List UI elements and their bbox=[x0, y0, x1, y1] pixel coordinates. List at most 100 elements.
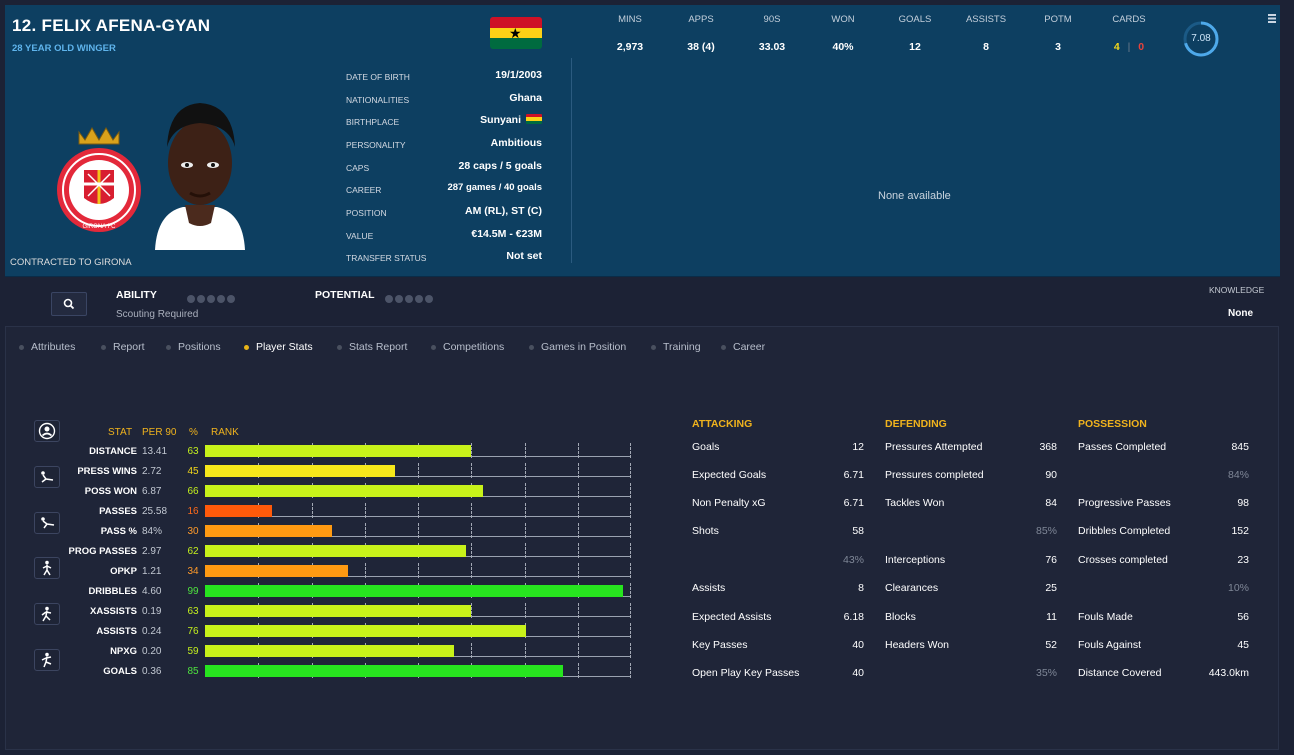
flag-star-icon: ★ bbox=[509, 25, 522, 41]
bar[interactable] bbox=[205, 485, 484, 497]
bar-pct-value: 45 bbox=[187, 466, 199, 477]
tab-training[interactable]: Training bbox=[651, 341, 701, 353]
bar-gridline bbox=[525, 523, 526, 538]
potential-stars bbox=[385, 290, 435, 308]
player-name[interactable]: 12. FELIX AFENA-GYAN bbox=[12, 16, 211, 35]
bar[interactable] bbox=[205, 625, 526, 637]
tab-career[interactable]: Career bbox=[720, 341, 766, 353]
bar-gridline bbox=[471, 563, 472, 578]
bar[interactable] bbox=[205, 465, 395, 477]
stat-label: Pressures Attempted bbox=[885, 441, 983, 453]
shoot-icon[interactable] bbox=[34, 649, 60, 671]
slide-tackle-icon[interactable] bbox=[34, 512, 60, 534]
attacking-row: Expected Assists 6.18 bbox=[692, 611, 864, 631]
info-label: BIRTHPLACE bbox=[346, 117, 400, 127]
stat-value: 98 bbox=[1237, 497, 1249, 509]
tab-attributes[interactable]: Attributes bbox=[18, 341, 76, 353]
bar-label: PASS % bbox=[100, 526, 137, 537]
menu-icon[interactable] bbox=[1268, 10, 1276, 23]
bar-gridline bbox=[471, 643, 472, 658]
info-row-personality: PERSONALITY Ambitious bbox=[346, 136, 542, 156]
bar[interactable] bbox=[205, 445, 471, 457]
bar-per90-value: 1.21 bbox=[142, 566, 162, 577]
bar-gridline bbox=[525, 543, 526, 558]
stat-value: 33.03 bbox=[758, 41, 786, 53]
bar[interactable] bbox=[205, 645, 454, 657]
stat-value: 6.71 bbox=[843, 497, 864, 509]
bar[interactable] bbox=[205, 545, 467, 557]
bar-per90-value: 2.72 bbox=[142, 466, 162, 477]
stat-header: CARDS bbox=[1112, 14, 1146, 25]
bar-gridline bbox=[525, 443, 526, 458]
yellow-cards: 4 bbox=[1113, 41, 1120, 53]
bar-pct-value: 99 bbox=[187, 586, 199, 597]
tab-stats-report[interactable]: Stats Report bbox=[336, 341, 408, 353]
stat-label: Tackles Won bbox=[885, 497, 945, 509]
search-button[interactable] bbox=[51, 292, 87, 316]
stat-label: Expected Assists bbox=[692, 611, 772, 623]
defending-row: Headers Won 52 bbox=[885, 639, 1057, 659]
stat-label: Assists bbox=[692, 582, 726, 594]
knowledge-value: None bbox=[1228, 308, 1253, 319]
bar-gridline bbox=[630, 443, 631, 458]
tab-report[interactable]: Report bbox=[101, 341, 145, 353]
contract-status[interactable]: CONTRACTED TO GIRONA bbox=[10, 257, 132, 268]
info-value[interactable]: Sunyani bbox=[480, 114, 521, 126]
bar[interactable] bbox=[205, 585, 623, 597]
info-label: DATE OF BIRTH bbox=[346, 72, 410, 82]
bar-pct-value: 62 bbox=[187, 546, 199, 557]
stat-value: 11 bbox=[1046, 611, 1057, 623]
bar-gridline bbox=[578, 483, 579, 498]
bar[interactable] bbox=[205, 605, 471, 617]
red-cards: 0 bbox=[1138, 41, 1145, 53]
profile-icon[interactable] bbox=[34, 420, 60, 442]
bar-track bbox=[205, 503, 631, 518]
bar-pct-value: 34 bbox=[187, 566, 199, 577]
stat-value: 845 bbox=[1231, 441, 1249, 453]
stat-potm: POTM 3 bbox=[1023, 14, 1093, 53]
stat-won: WON 40% bbox=[808, 14, 878, 53]
stats-panel bbox=[5, 326, 1279, 750]
nation-flag-icon[interactable]: ★ bbox=[490, 17, 542, 49]
bar[interactable] bbox=[205, 525, 332, 537]
tab-games-in-position[interactable]: Games in Position bbox=[528, 341, 627, 353]
tackle-icon[interactable] bbox=[34, 466, 60, 488]
club-crest-text: GIRONA FC bbox=[82, 224, 116, 230]
stat-apps: APPS 38 (4) bbox=[666, 14, 736, 53]
bar-label: OPKP bbox=[110, 566, 137, 577]
dribble-icon[interactable] bbox=[34, 603, 60, 625]
bar[interactable] bbox=[205, 665, 564, 677]
stat-value: 8 bbox=[858, 582, 864, 594]
stat-value: 23 bbox=[1237, 554, 1249, 566]
stat-value: 3 bbox=[1055, 41, 1061, 53]
tab-competitions[interactable]: Competitions bbox=[430, 341, 505, 353]
club-crest-icon[interactable]: GIRONA FC bbox=[55, 124, 143, 232]
stat-value: 56 bbox=[1237, 611, 1249, 623]
pass-icon[interactable] bbox=[34, 557, 60, 579]
bar-gridline bbox=[365, 523, 366, 538]
info-row-caps: CAPS 28 caps / 5 goals bbox=[346, 159, 542, 179]
stat-value: 40 bbox=[852, 667, 864, 679]
stat-label: Shots bbox=[692, 525, 719, 537]
info-value[interactable]: Ghana bbox=[509, 92, 542, 104]
stat-value: 85% bbox=[1035, 525, 1057, 537]
info-label: POSITION bbox=[346, 208, 387, 218]
bar[interactable] bbox=[205, 505, 273, 517]
bar[interactable] bbox=[205, 565, 349, 577]
tab-positions[interactable]: Positions bbox=[166, 341, 221, 353]
bar-track bbox=[205, 523, 631, 538]
info-value[interactable]: Not set bbox=[506, 250, 542, 262]
tab-player-stats[interactable]: Player Stats bbox=[244, 341, 313, 353]
bar-track bbox=[205, 563, 631, 578]
stat-header: ASSISTS bbox=[965, 14, 1007, 25]
stat-label: Expected Goals bbox=[692, 469, 767, 481]
bar-gridline bbox=[630, 603, 631, 618]
defending-row: Tackles Won 84 bbox=[885, 497, 1057, 517]
bar-gridline bbox=[630, 563, 631, 578]
mini-flag-icon bbox=[526, 114, 542, 124]
defending-row: Clearances 25 bbox=[885, 582, 1057, 602]
defending-row: Interceptions 76 bbox=[885, 554, 1057, 574]
bar-gridline bbox=[578, 523, 579, 538]
stat-value: 40% bbox=[832, 41, 854, 53]
stat-header: POTM bbox=[1044, 14, 1072, 25]
